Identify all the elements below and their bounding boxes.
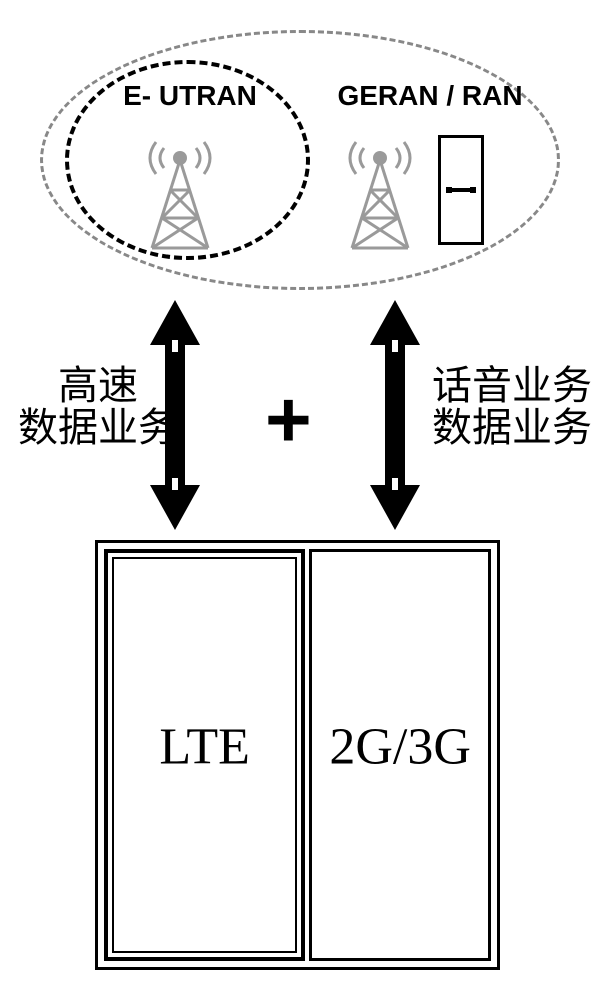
- network-cabinet-icon: [438, 135, 484, 245]
- label-voice-data: 话音业务 数据业务: [432, 365, 592, 449]
- label-line: 数据业务: [432, 407, 592, 449]
- label-geran: GERAN / RAN: [320, 80, 540, 112]
- ue-2g3g-label: 2G/3G: [312, 717, 488, 776]
- bidirectional-arrow-icon: [150, 300, 200, 530]
- ue-2g3g-column: 2G/3G: [309, 549, 491, 961]
- label-line: 话音业务: [432, 365, 592, 407]
- antenna-tower-icon: [340, 130, 420, 250]
- label-eutran: E- UTRAN: [95, 80, 285, 112]
- ue-device-box: LTE 2G/3G: [95, 540, 500, 970]
- bidirectional-arrow-icon: [370, 300, 420, 530]
- plus-symbol: +: [265, 380, 312, 460]
- ue-lte-label: LTE: [108, 717, 301, 776]
- diagram-canvas: E- UTRAN GERAN / RAN: [0, 0, 607, 1000]
- ue-lte-column: LTE: [104, 549, 305, 961]
- antenna-tower-icon: [140, 130, 220, 250]
